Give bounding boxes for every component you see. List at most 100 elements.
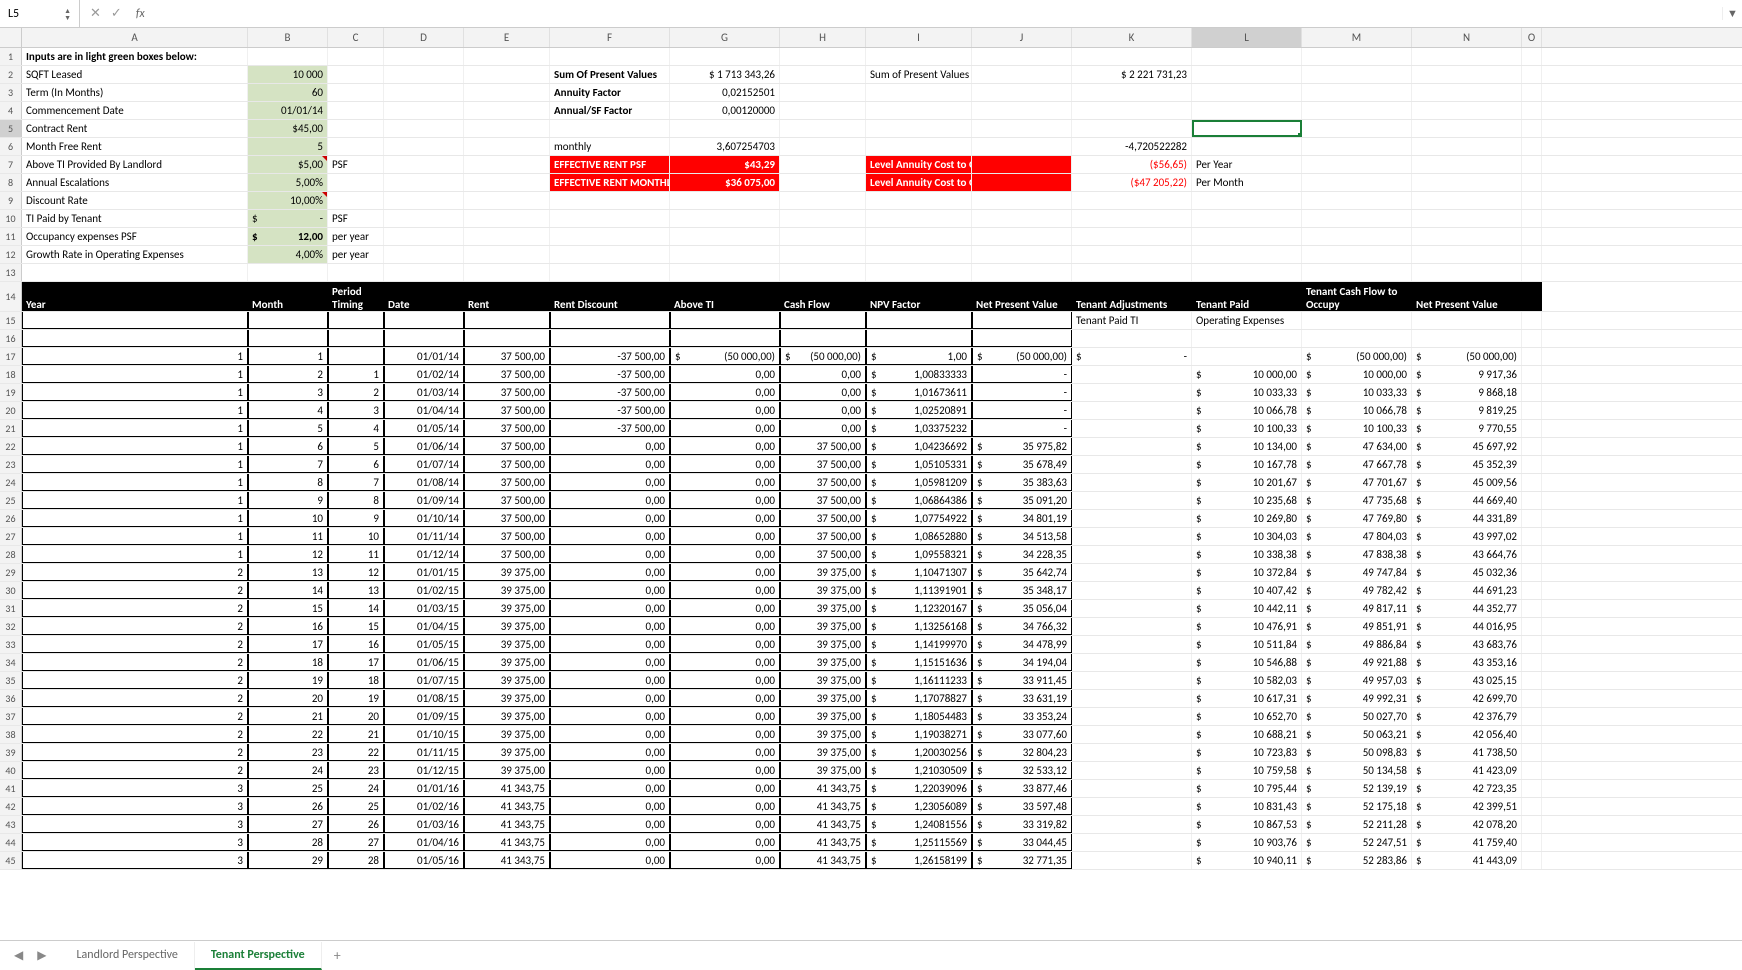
cell-A18[interactable]: 1 bbox=[22, 366, 248, 383]
subheader-E[interactable] bbox=[464, 312, 550, 329]
cell-H37[interactable]: 39 375,00 bbox=[780, 708, 866, 725]
row-header[interactable]: 34 bbox=[0, 654, 22, 671]
cell-O5[interactable] bbox=[1522, 120, 1542, 137]
cell-I43[interactable]: $1,24081556 bbox=[866, 816, 972, 833]
cell-H21[interactable]: 0,00 bbox=[780, 420, 866, 437]
cell-C17[interactable] bbox=[328, 348, 384, 365]
cell-L38[interactable]: $10 688,21 bbox=[1192, 726, 1302, 743]
cell-O31[interactable] bbox=[1522, 600, 1542, 617]
cell-J21[interactable]: - bbox=[972, 420, 1072, 437]
cell-A1[interactable]: Inputs are in light green boxes below: bbox=[22, 48, 248, 65]
col-header-G[interactable]: G bbox=[670, 28, 780, 47]
cell-J42[interactable]: $33 597,48 bbox=[972, 798, 1072, 815]
cell-K1[interactable] bbox=[1072, 48, 1192, 65]
cell-I16[interactable] bbox=[866, 330, 972, 347]
cell-E38[interactable]: 39 375,00 bbox=[464, 726, 550, 743]
cell-H1[interactable] bbox=[780, 48, 866, 65]
cell-C10[interactable]: PSF bbox=[328, 210, 384, 227]
cell-I11[interactable] bbox=[866, 228, 972, 245]
row-header[interactable]: 39 bbox=[0, 744, 22, 761]
cell-L6[interactable] bbox=[1192, 138, 1302, 155]
cell-L22[interactable]: $10 134,00 bbox=[1192, 438, 1302, 455]
cell-E32[interactable]: 39 375,00 bbox=[464, 618, 550, 635]
cell-C6[interactable] bbox=[328, 138, 384, 155]
cell-K22[interactable] bbox=[1072, 438, 1192, 455]
cell-J28[interactable]: $34 228,35 bbox=[972, 546, 1072, 563]
cell-D21[interactable]: 01/05/14 bbox=[384, 420, 464, 437]
cell-H42[interactable]: 41 343,75 bbox=[780, 798, 866, 815]
cell-F43[interactable]: 0,00 bbox=[550, 816, 670, 833]
cell-E3[interactable] bbox=[464, 84, 550, 101]
row-header[interactable]: 19 bbox=[0, 384, 22, 401]
cell-K43[interactable] bbox=[1072, 816, 1192, 833]
cell-L16[interactable] bbox=[1192, 330, 1302, 347]
cell-I4[interactable] bbox=[866, 102, 972, 119]
row-header[interactable]: 31 bbox=[0, 600, 22, 617]
cell-H29[interactable]: 39 375,00 bbox=[780, 564, 866, 581]
cell-O9[interactable] bbox=[1522, 192, 1542, 209]
cell-C12[interactable]: per year bbox=[328, 246, 384, 263]
cell-G40[interactable]: 0,00 bbox=[670, 762, 780, 779]
cell-C21[interactable]: 4 bbox=[328, 420, 384, 437]
cell-M8[interactable] bbox=[1302, 174, 1412, 191]
cell-N12[interactable] bbox=[1412, 246, 1522, 263]
cell-L34[interactable]: $10 546,88 bbox=[1192, 654, 1302, 671]
row-header[interactable]: 17 bbox=[0, 348, 22, 365]
cell-E27[interactable]: 37 500,00 bbox=[464, 528, 550, 545]
row-header[interactable]: 25 bbox=[0, 492, 22, 509]
cell-G20[interactable]: 0,00 bbox=[670, 402, 780, 419]
cell-H26[interactable]: 37 500,00 bbox=[780, 510, 866, 527]
cell-H11[interactable] bbox=[780, 228, 866, 245]
cell-O18[interactable] bbox=[1522, 366, 1542, 383]
cell-N25[interactable]: $44 669,40 bbox=[1412, 492, 1522, 509]
cell-M7[interactable] bbox=[1302, 156, 1412, 173]
col-header-B[interactable]: B bbox=[248, 28, 328, 47]
cell-N36[interactable]: $42 699,70 bbox=[1412, 690, 1522, 707]
cell-K31[interactable] bbox=[1072, 600, 1192, 617]
cell-H4[interactable] bbox=[780, 102, 866, 119]
cell-D26[interactable]: 01/10/14 bbox=[384, 510, 464, 527]
cell-D19[interactable]: 01/03/14 bbox=[384, 384, 464, 401]
cell-O20[interactable] bbox=[1522, 402, 1542, 419]
cell-G4[interactable]: 0,00120000 bbox=[670, 102, 780, 119]
cell-O40[interactable] bbox=[1522, 762, 1542, 779]
cell-C3[interactable] bbox=[328, 84, 384, 101]
subheader-H[interactable] bbox=[780, 312, 866, 329]
cell-K8[interactable]: ($47 205,22) bbox=[1072, 174, 1192, 191]
cell-O16[interactable] bbox=[1522, 330, 1542, 347]
cell-D11[interactable] bbox=[384, 228, 464, 245]
cell-F27[interactable]: 0,00 bbox=[550, 528, 670, 545]
cell-F16[interactable] bbox=[550, 330, 670, 347]
cell-B31[interactable]: 15 bbox=[248, 600, 328, 617]
cell-C41[interactable]: 24 bbox=[328, 780, 384, 797]
select-all-corner[interactable] bbox=[0, 28, 22, 47]
cell-I5[interactable] bbox=[866, 120, 972, 137]
subheader-M[interactable] bbox=[1302, 312, 1412, 329]
row-header[interactable]: 35 bbox=[0, 672, 22, 689]
cell-B13[interactable] bbox=[248, 264, 328, 281]
cell-O28[interactable] bbox=[1522, 546, 1542, 563]
cell-K13[interactable] bbox=[1072, 264, 1192, 281]
cell-A43[interactable]: 3 bbox=[22, 816, 248, 833]
cell-D24[interactable]: 01/08/14 bbox=[384, 474, 464, 491]
cell-F38[interactable]: 0,00 bbox=[550, 726, 670, 743]
cell-H8[interactable] bbox=[780, 174, 866, 191]
cell-L18[interactable]: $10 000,00 bbox=[1192, 366, 1302, 383]
cell-B35[interactable]: 19 bbox=[248, 672, 328, 689]
cell-B44[interactable]: 28 bbox=[248, 834, 328, 851]
col-header-O[interactable]: O bbox=[1522, 28, 1542, 47]
cell-M5[interactable] bbox=[1302, 120, 1412, 137]
cell-A4[interactable]: Commencement Date bbox=[22, 102, 248, 119]
cell-L26[interactable]: $10 269,80 bbox=[1192, 510, 1302, 527]
cell-O41[interactable] bbox=[1522, 780, 1542, 797]
col-header-I[interactable]: I bbox=[866, 28, 972, 47]
cell-K30[interactable] bbox=[1072, 582, 1192, 599]
cell-B28[interactable]: 12 bbox=[248, 546, 328, 563]
cell-M10[interactable] bbox=[1302, 210, 1412, 227]
cell-A7[interactable]: Above TI Provided By Landlord bbox=[22, 156, 248, 173]
cell-H27[interactable]: 37 500,00 bbox=[780, 528, 866, 545]
cell-B10[interactable]: $- bbox=[248, 210, 328, 227]
cell-K41[interactable] bbox=[1072, 780, 1192, 797]
cell-D38[interactable]: 01/10/15 bbox=[384, 726, 464, 743]
cell-E1[interactable] bbox=[464, 48, 550, 65]
